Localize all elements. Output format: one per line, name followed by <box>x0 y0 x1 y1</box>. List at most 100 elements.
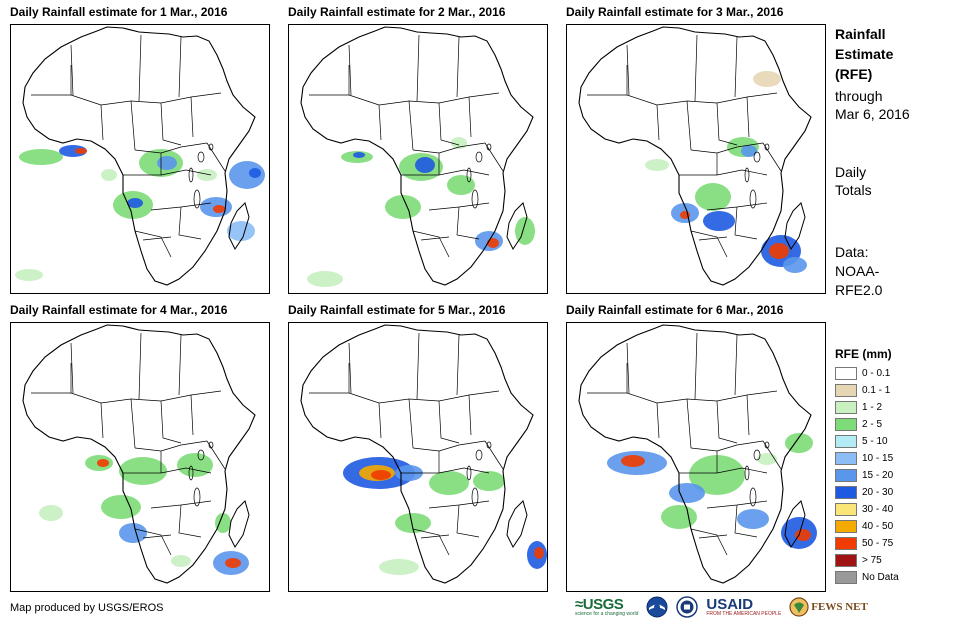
map-panel-day-1: Daily Rainfall estimate for 1 Mar., 2016 <box>10 4 270 294</box>
border-line <box>679 467 768 474</box>
legend-label: 5 - 10 <box>862 436 888 447</box>
border-line <box>70 342 74 394</box>
lake-outline <box>188 167 194 183</box>
border-line <box>142 236 172 241</box>
legend-label: 0.1 - 1 <box>862 385 891 396</box>
border-line <box>734 334 738 396</box>
border-line <box>438 102 460 146</box>
usgs-logo: ≈USGS science for a changing world <box>575 597 638 617</box>
coastline <box>300 324 534 584</box>
lake-outline <box>475 151 483 163</box>
rainfall-cell <box>227 221 255 241</box>
rainfall-cell <box>97 459 109 467</box>
legend-swatch <box>835 554 857 567</box>
rainfall-cell <box>795 529 811 541</box>
country-borders <box>587 34 782 258</box>
border-line <box>746 96 750 138</box>
legend-label: No Data <box>862 572 899 583</box>
border-line <box>456 206 480 240</box>
border-line <box>160 400 182 444</box>
rainfall-cell <box>249 168 261 178</box>
border-line <box>134 528 172 556</box>
lake-outline <box>486 143 492 151</box>
rainfall-cell <box>177 453 213 477</box>
border-line <box>679 169 768 176</box>
map-frame <box>288 322 548 592</box>
country-borders <box>31 332 226 556</box>
border-line <box>626 390 778 404</box>
map-frame <box>10 24 270 294</box>
border-line <box>734 206 758 240</box>
map-panel-day-2: Daily Rainfall estimate for 2 Mar., 2016 <box>288 4 548 294</box>
rainfall-cell <box>645 159 669 171</box>
border-line <box>412 440 486 452</box>
legend: 0 - 0.1 0.1 - 1 1 - 2 2 - 5 5 - 10 10 - 15 15 … <box>835 365 915 586</box>
madagascar-outline <box>784 202 806 250</box>
legend-row: 20 - 30 <box>835 484 915 501</box>
lake-outline <box>753 449 761 461</box>
legend-row: 5 - 10 <box>835 433 915 450</box>
data-source-label: Data: <box>835 244 869 260</box>
rainfall-cell <box>447 175 475 195</box>
border-line <box>378 402 382 439</box>
lake-outline <box>466 167 472 183</box>
legend-swatch <box>835 571 857 584</box>
through-label: through <box>835 88 883 104</box>
border-line <box>698 534 728 539</box>
usaid-seal-icon <box>676 596 699 618</box>
lake-outline <box>208 143 214 151</box>
legend-row: 0 - 0.1 <box>835 365 915 382</box>
legend-label: 15 - 20 <box>862 470 894 481</box>
rainfall-cell <box>741 145 757 157</box>
map-frame <box>566 24 826 294</box>
rainfall-cell <box>661 505 697 529</box>
border-line <box>401 467 490 474</box>
panel-title: Daily Rainfall estimate for 1 Mar., 2016 <box>10 5 228 19</box>
panel-title: Daily Rainfall estimate for 6 Mar., 2016 <box>566 303 784 317</box>
rainfall-cell <box>429 471 469 495</box>
border-line <box>626 92 778 106</box>
border-line <box>468 394 472 436</box>
rainfall-cell <box>753 71 781 87</box>
legend-label: 10 - 15 <box>862 453 894 464</box>
lake-outline <box>471 487 479 507</box>
legend-label: 30 - 40 <box>862 504 894 515</box>
usgs-logo-tagline: science for a changing world <box>575 611 639 617</box>
coastline <box>300 26 534 286</box>
border-line <box>190 96 194 138</box>
lake-outline <box>744 465 750 481</box>
country-borders <box>587 332 782 556</box>
border-line <box>138 34 142 102</box>
border-line <box>456 36 460 98</box>
fews-net-logo: FEWS NET <box>789 597 868 617</box>
legend-swatch <box>835 401 857 414</box>
map-panel-day-6: Daily Rainfall estimate for 6 Mar., 2016 <box>566 302 826 592</box>
rainfall-layer <box>307 137 535 287</box>
legend-label: > 75 <box>862 555 882 566</box>
usaid-logo-text: USAID <box>706 596 754 613</box>
rainfall-cell <box>307 271 343 287</box>
legend-row: 30 - 40 <box>835 501 915 518</box>
coastline <box>578 324 812 584</box>
coastline <box>22 324 256 584</box>
legend-swatch <box>835 503 857 516</box>
rainfall-cell <box>473 471 505 491</box>
map-frame <box>10 322 270 592</box>
lake-outline <box>764 441 770 449</box>
border-line <box>694 332 698 400</box>
border-line <box>190 394 194 436</box>
rainfall-cell <box>225 558 241 568</box>
border-line <box>734 504 758 538</box>
lake-outline <box>193 189 201 209</box>
border-line <box>134 142 208 154</box>
border-line <box>134 440 208 452</box>
border-line <box>416 332 420 400</box>
rainfall-cell <box>385 195 421 219</box>
border-line <box>416 34 420 102</box>
legend-row: 1 - 2 <box>835 399 915 416</box>
lake-outline <box>193 487 201 507</box>
legend-row: > 75 <box>835 552 915 569</box>
product-title-line: Rainfall <box>835 26 886 42</box>
product-title-line: (RFE) <box>835 66 873 82</box>
africa-landmass <box>23 325 255 583</box>
